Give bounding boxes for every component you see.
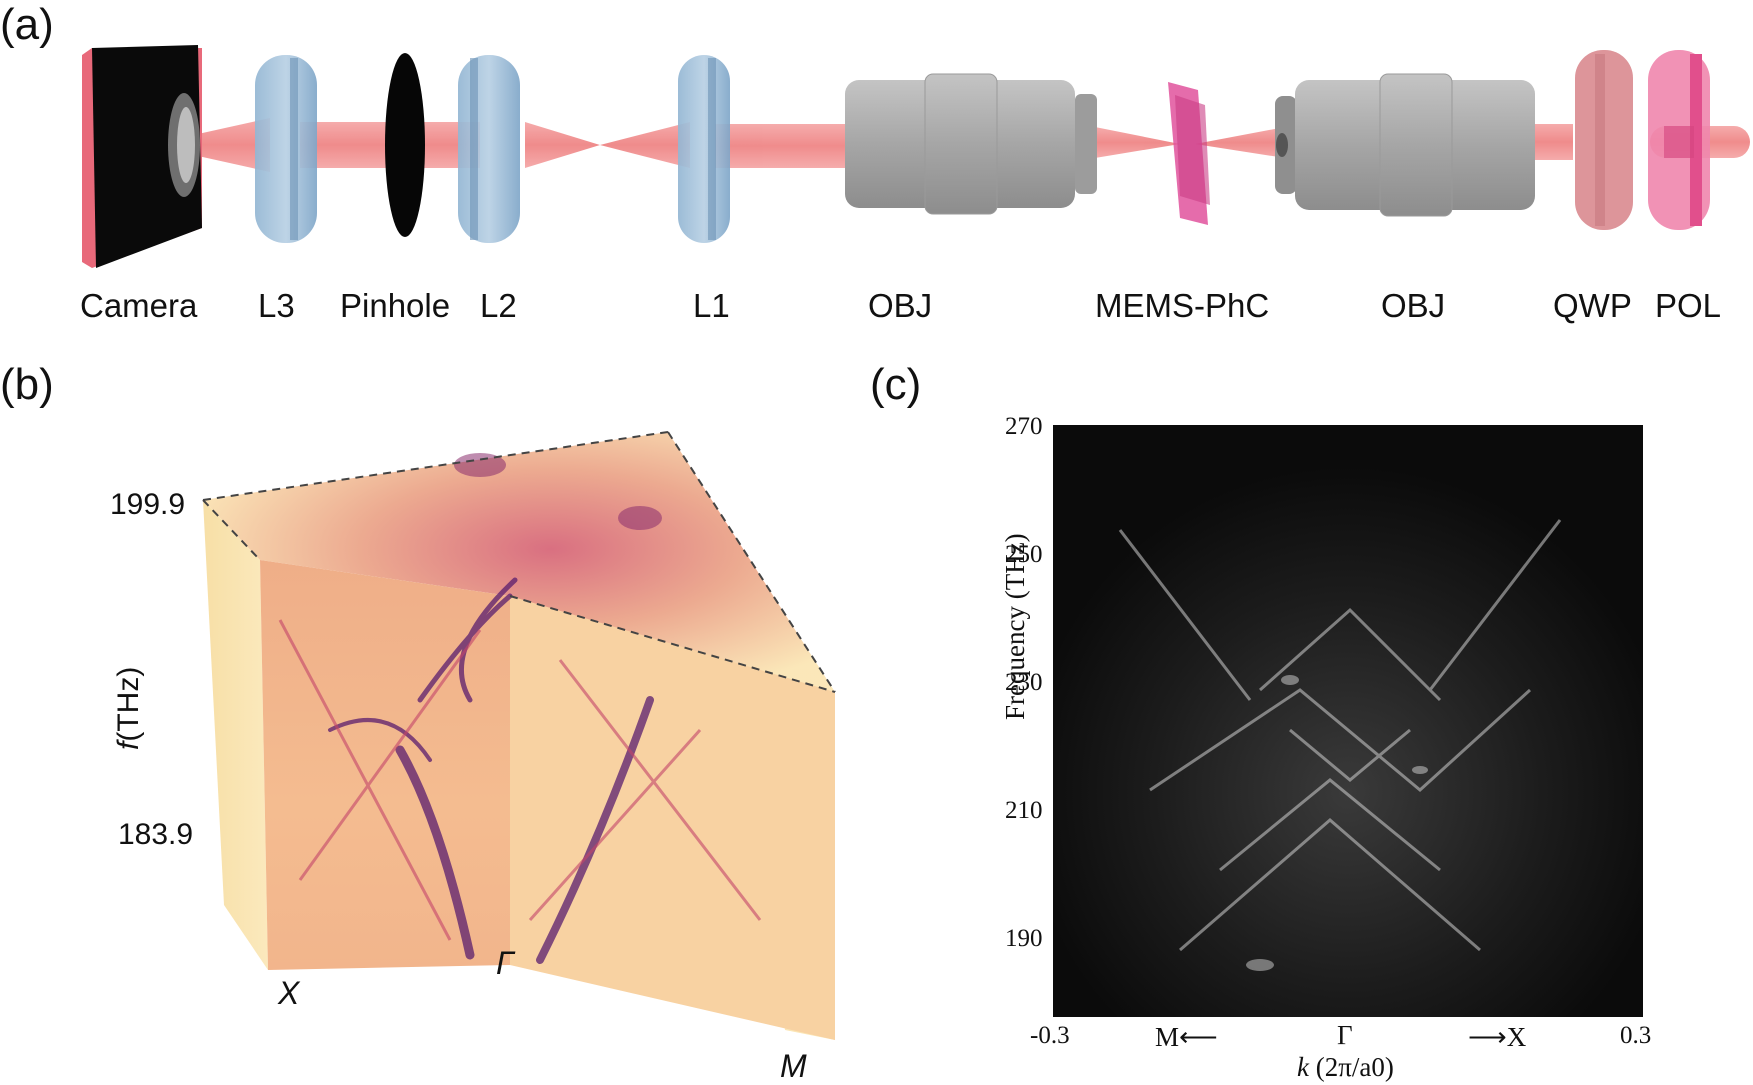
heatmap-background [1053, 425, 1643, 1017]
panel-c-label: (c) [870, 360, 922, 409]
label-obj-1: OBJ [868, 287, 933, 324]
x-tick-left: -0.3 [1030, 1022, 1070, 1049]
f-axis-label: f(THz) [112, 666, 145, 750]
k-label-gamma: Γ [496, 945, 515, 981]
objective-2-icon [1275, 73, 1535, 217]
f-top-value: 199.9 [110, 488, 186, 521]
f-bottom-value: 183.9 [118, 818, 194, 851]
label-pinhole: Pinhole [340, 287, 451, 324]
k-label-x: X [278, 975, 300, 1011]
label-l1: L1 [693, 287, 730, 324]
y-axis-label: Frequency (THz) [1000, 533, 1030, 720]
objective-1-icon [845, 73, 1097, 215]
label-l3: L3 [258, 287, 295, 324]
label-obj-2: OBJ [1381, 287, 1446, 324]
label-pol: POL [1655, 287, 1722, 324]
band-lines [1118, 519, 1562, 952]
panel-b-label: (b) [0, 360, 54, 409]
y-tick-210: 210 [1005, 797, 1043, 824]
x-tick-right: 0.3 [1620, 1022, 1652, 1049]
y-tick-270: 270 [1005, 413, 1043, 440]
label-l2: L2 [480, 287, 517, 324]
label-qwp: QWP [1553, 287, 1632, 324]
optical-setup-diagram [82, 45, 1750, 268]
lens-l3-icon [255, 55, 317, 243]
label-mems-phc: MEMS-PhC [1095, 287, 1270, 324]
pol-icon [1648, 50, 1710, 230]
x-axis-label: k (2π/a0) [1297, 1052, 1394, 1082]
direction-label-x: ⟶X [1468, 1022, 1527, 1052]
panel-a-label: (a) [0, 0, 54, 49]
camera-icon [82, 45, 202, 268]
y-tick-190: 190 [1005, 925, 1043, 952]
k-label-m: M [780, 1048, 807, 1084]
qwp-icon [1575, 50, 1633, 230]
mems-phc-sample-icon [1168, 82, 1210, 225]
direction-label-gamma: Γ [1337, 1020, 1353, 1050]
pinhole-icon [385, 53, 425, 237]
y-tick-230: 230 [1005, 669, 1043, 696]
lens-l2-icon [458, 55, 520, 243]
band-structure-3d-cube [202, 431, 836, 1040]
label-camera: Camera [80, 287, 198, 324]
lens-l1-icon [678, 55, 730, 243]
y-tick-250: 250 [1005, 541, 1043, 568]
direction-label-m: M⟵ [1155, 1022, 1218, 1052]
